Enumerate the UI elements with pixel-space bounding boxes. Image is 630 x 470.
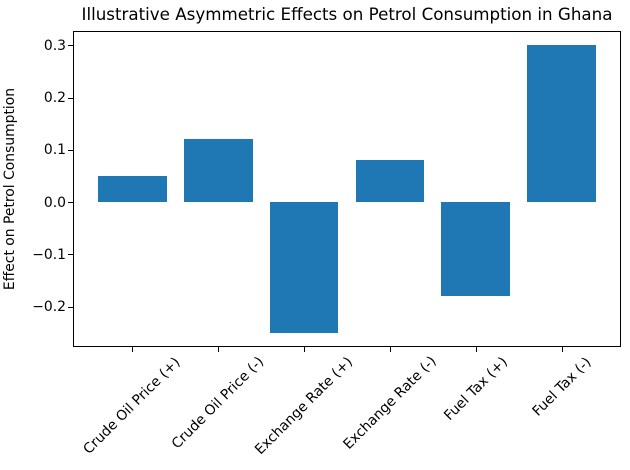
y-tick	[68, 254, 73, 256]
chart-title: Illustrative Asymmetric Effects on Petro…	[81, 4, 613, 24]
y-tick-label: −0.2	[32, 299, 66, 316]
x-tick-label: Crude Oil Price (+)	[80, 354, 184, 458]
bar	[97, 175, 167, 203]
y-tick-label: 0.1	[43, 142, 66, 159]
x-tick	[218, 347, 220, 352]
x-tick	[561, 347, 563, 352]
bar	[183, 139, 253, 203]
plot-area	[73, 31, 621, 347]
x-tick	[475, 347, 477, 352]
x-tick	[389, 347, 391, 352]
y-tick	[68, 149, 73, 151]
bar	[269, 202, 339, 333]
y-tick-label: 0.3	[43, 37, 66, 54]
x-tick-label: Fuel Tax (-)	[529, 353, 595, 420]
x-tick-label: Crude Oil Price (-)	[168, 353, 268, 453]
bar	[355, 160, 425, 203]
y-tick	[68, 97, 73, 99]
y-tick	[68, 306, 73, 308]
y-tick	[68, 202, 73, 204]
bar	[527, 45, 597, 203]
x-tick-label: Exchange Rate (-)	[340, 353, 440, 454]
x-tick	[132, 347, 134, 352]
y-tick-label: −0.1	[32, 246, 66, 263]
y-tick-label: 0.2	[43, 90, 66, 107]
x-tick	[304, 347, 306, 352]
y-tick	[68, 45, 73, 47]
y-tick-label: 0.0	[43, 194, 66, 211]
x-tick-label: Fuel Tax (+)	[440, 354, 511, 424]
bar	[441, 202, 511, 297]
